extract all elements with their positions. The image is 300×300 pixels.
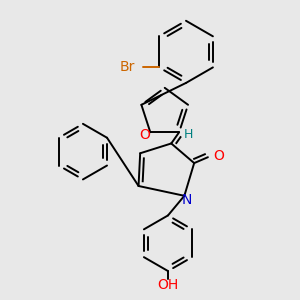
Text: N: N [182, 193, 192, 207]
Text: Br: Br [119, 60, 134, 74]
Text: H: H [183, 128, 193, 141]
Text: OH: OH [158, 278, 178, 292]
Text: O: O [139, 128, 150, 142]
Text: O: O [213, 148, 224, 163]
